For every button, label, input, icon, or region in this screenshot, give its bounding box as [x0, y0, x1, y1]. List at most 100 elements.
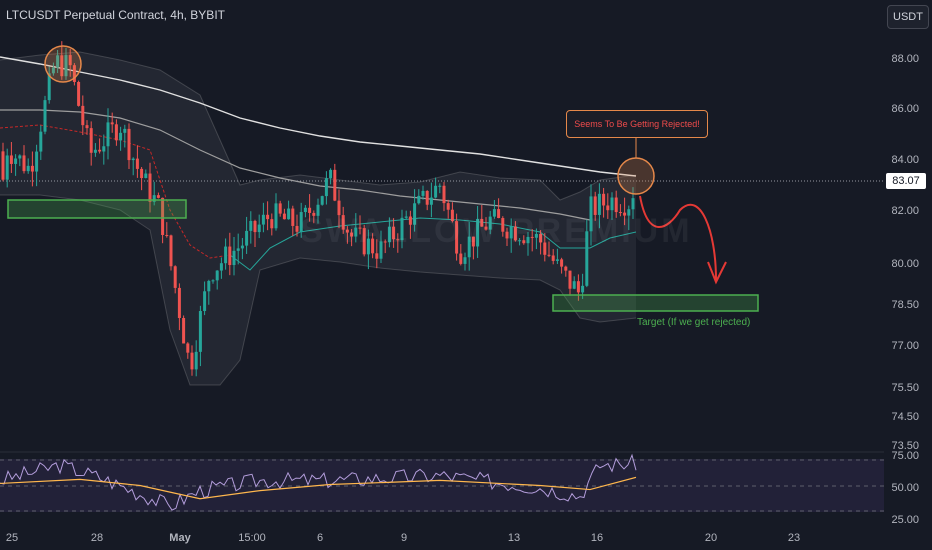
candle-body	[375, 253, 379, 259]
support-zone-left	[7, 199, 187, 219]
candle-body	[270, 219, 274, 229]
candle-body	[165, 234, 169, 236]
candle-body	[383, 241, 387, 243]
candle-body	[396, 239, 400, 241]
candle-body	[287, 208, 291, 220]
candle-body	[43, 100, 47, 132]
candle-body	[26, 165, 30, 172]
candle-body	[631, 198, 635, 210]
candle-body	[47, 73, 51, 101]
candle-body	[413, 203, 417, 225]
candle-body	[303, 207, 307, 213]
candle-body	[98, 149, 102, 152]
candle-body	[257, 224, 261, 233]
target-zone	[552, 294, 759, 312]
candle-body	[140, 168, 144, 179]
ma-long-line	[0, 56, 637, 177]
rsi-axis-label: 75.00	[891, 450, 919, 462]
candle-body	[320, 196, 324, 205]
candle-body	[404, 216, 408, 218]
time-axis-label: 13	[508, 532, 520, 544]
bollinger-upper	[0, 51, 637, 201]
candle-body	[161, 197, 165, 235]
price-axis-label: 77.00	[891, 340, 919, 352]
candle-body	[589, 196, 593, 232]
candle-body	[30, 165, 34, 172]
candle-body	[534, 233, 538, 238]
candle-body	[362, 228, 366, 255]
candle-body	[438, 185, 442, 187]
candle-body	[211, 280, 215, 282]
candle-body	[224, 246, 228, 264]
candle-body	[572, 281, 576, 289]
symbol-title: LTCUSDT Perpetual Contract, 4h, BYBIT	[6, 8, 225, 22]
price-axis-label: 74.50	[891, 411, 919, 423]
candle-body	[299, 212, 303, 232]
candle-body	[282, 213, 286, 220]
price-axis-label: 88.00	[891, 53, 919, 65]
candle-body	[618, 212, 622, 214]
time-axis-label: 9	[401, 532, 407, 544]
candle-body	[597, 193, 601, 215]
candle-body	[522, 240, 526, 244]
time-axis-label: 20	[705, 532, 717, 544]
currency-button[interactable]: USDT	[887, 5, 929, 29]
time-axis-label: 28	[91, 532, 103, 544]
candle-body	[417, 195, 421, 204]
candle-body	[371, 238, 375, 254]
candle-body	[547, 254, 551, 256]
candle-body	[173, 266, 177, 288]
candle-body	[291, 208, 295, 226]
candle-body	[585, 231, 589, 286]
candle-body	[505, 231, 509, 239]
candle-body	[169, 235, 173, 267]
candle-body	[501, 218, 505, 232]
candle-body	[606, 205, 610, 211]
candle-body	[215, 270, 219, 281]
candle-body	[408, 216, 412, 225]
current-price-tag: 83.07	[886, 173, 926, 189]
candle-body	[93, 149, 97, 153]
candle-body	[135, 158, 139, 169]
candle-body	[56, 55, 60, 68]
candle-body	[425, 190, 429, 205]
candle-body	[14, 158, 18, 164]
watermark-text: SWALLOW PREMIUM	[300, 212, 693, 250]
candle-body	[123, 128, 127, 133]
candle-body	[72, 65, 76, 82]
candle-body	[127, 128, 131, 161]
candle-body	[232, 250, 236, 266]
bollinger-lower	[0, 194, 637, 386]
candle-body	[245, 230, 249, 246]
candle-body	[198, 311, 202, 352]
candle-body	[22, 155, 26, 172]
candle-body	[434, 185, 438, 198]
rsi-line	[0, 453, 637, 511]
candle-body	[341, 215, 345, 230]
candle-body	[463, 257, 467, 264]
candle-body	[471, 236, 475, 247]
candle-body	[518, 240, 522, 242]
candle-body	[614, 197, 618, 213]
candle-body	[324, 178, 328, 197]
candle-body	[144, 173, 148, 179]
candle-body	[492, 209, 496, 217]
candle-body	[476, 218, 480, 247]
candle-body	[610, 197, 614, 211]
candle-body	[68, 55, 72, 66]
candle-body	[182, 318, 186, 344]
price-axis-label: 84.00	[891, 154, 919, 166]
candle-body	[261, 214, 265, 225]
candle-body	[392, 226, 396, 240]
candle-body	[81, 105, 85, 126]
candle-body	[564, 266, 568, 271]
candle-body	[333, 169, 337, 201]
time-axis-label: 6	[317, 532, 323, 544]
candle-body	[35, 151, 39, 172]
price-axis-label: 75.50	[891, 382, 919, 394]
candle-body	[539, 233, 543, 243]
price-axis-label: 73.50	[891, 440, 919, 452]
candle-body	[459, 253, 463, 264]
